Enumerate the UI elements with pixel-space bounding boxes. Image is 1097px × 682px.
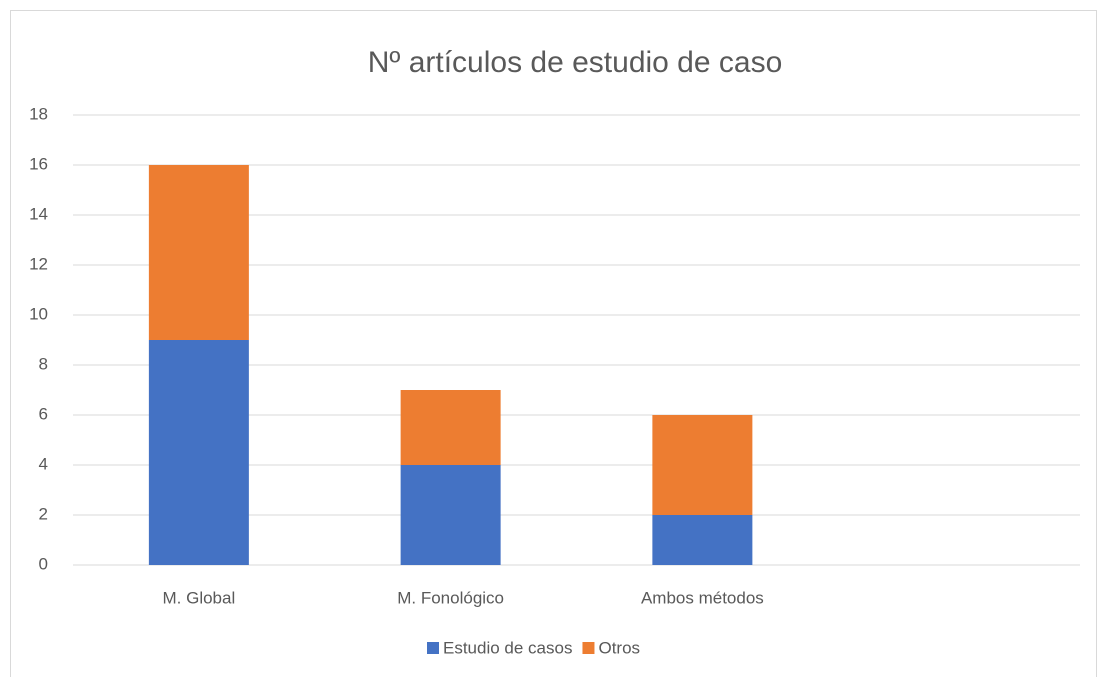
legend-label: Estudio de casos (443, 638, 572, 657)
chart-title: Nº artículos de estudio de caso (368, 46, 783, 79)
x-tick-label: M. Global (163, 588, 236, 607)
bar-segment (148, 340, 249, 565)
y-tick-label: 2 (39, 504, 48, 523)
y-tick-label: 0 (39, 554, 48, 573)
bar-segment (652, 415, 753, 515)
bar-segment (148, 165, 249, 340)
y-tick-label: 18 (29, 104, 48, 123)
y-tick-label: 10 (29, 304, 48, 323)
x-tick-label: M. Fonológico (397, 588, 504, 607)
x-tick-label: Ambos métodos (641, 588, 764, 607)
bar-segment (652, 515, 753, 565)
legend-swatch (582, 642, 595, 654)
y-tick-label: 12 (29, 254, 48, 273)
legend-label: Otros (598, 638, 640, 657)
y-tick-label: 16 (29, 154, 48, 173)
y-tick-label: 14 (29, 204, 48, 223)
y-tick-label: 8 (39, 354, 48, 373)
legend-swatch (427, 642, 439, 654)
bar-segment (400, 390, 501, 465)
y-tick-label: 6 (39, 404, 48, 423)
y-tick-label: 4 (39, 454, 48, 473)
bar-segment (400, 465, 501, 565)
